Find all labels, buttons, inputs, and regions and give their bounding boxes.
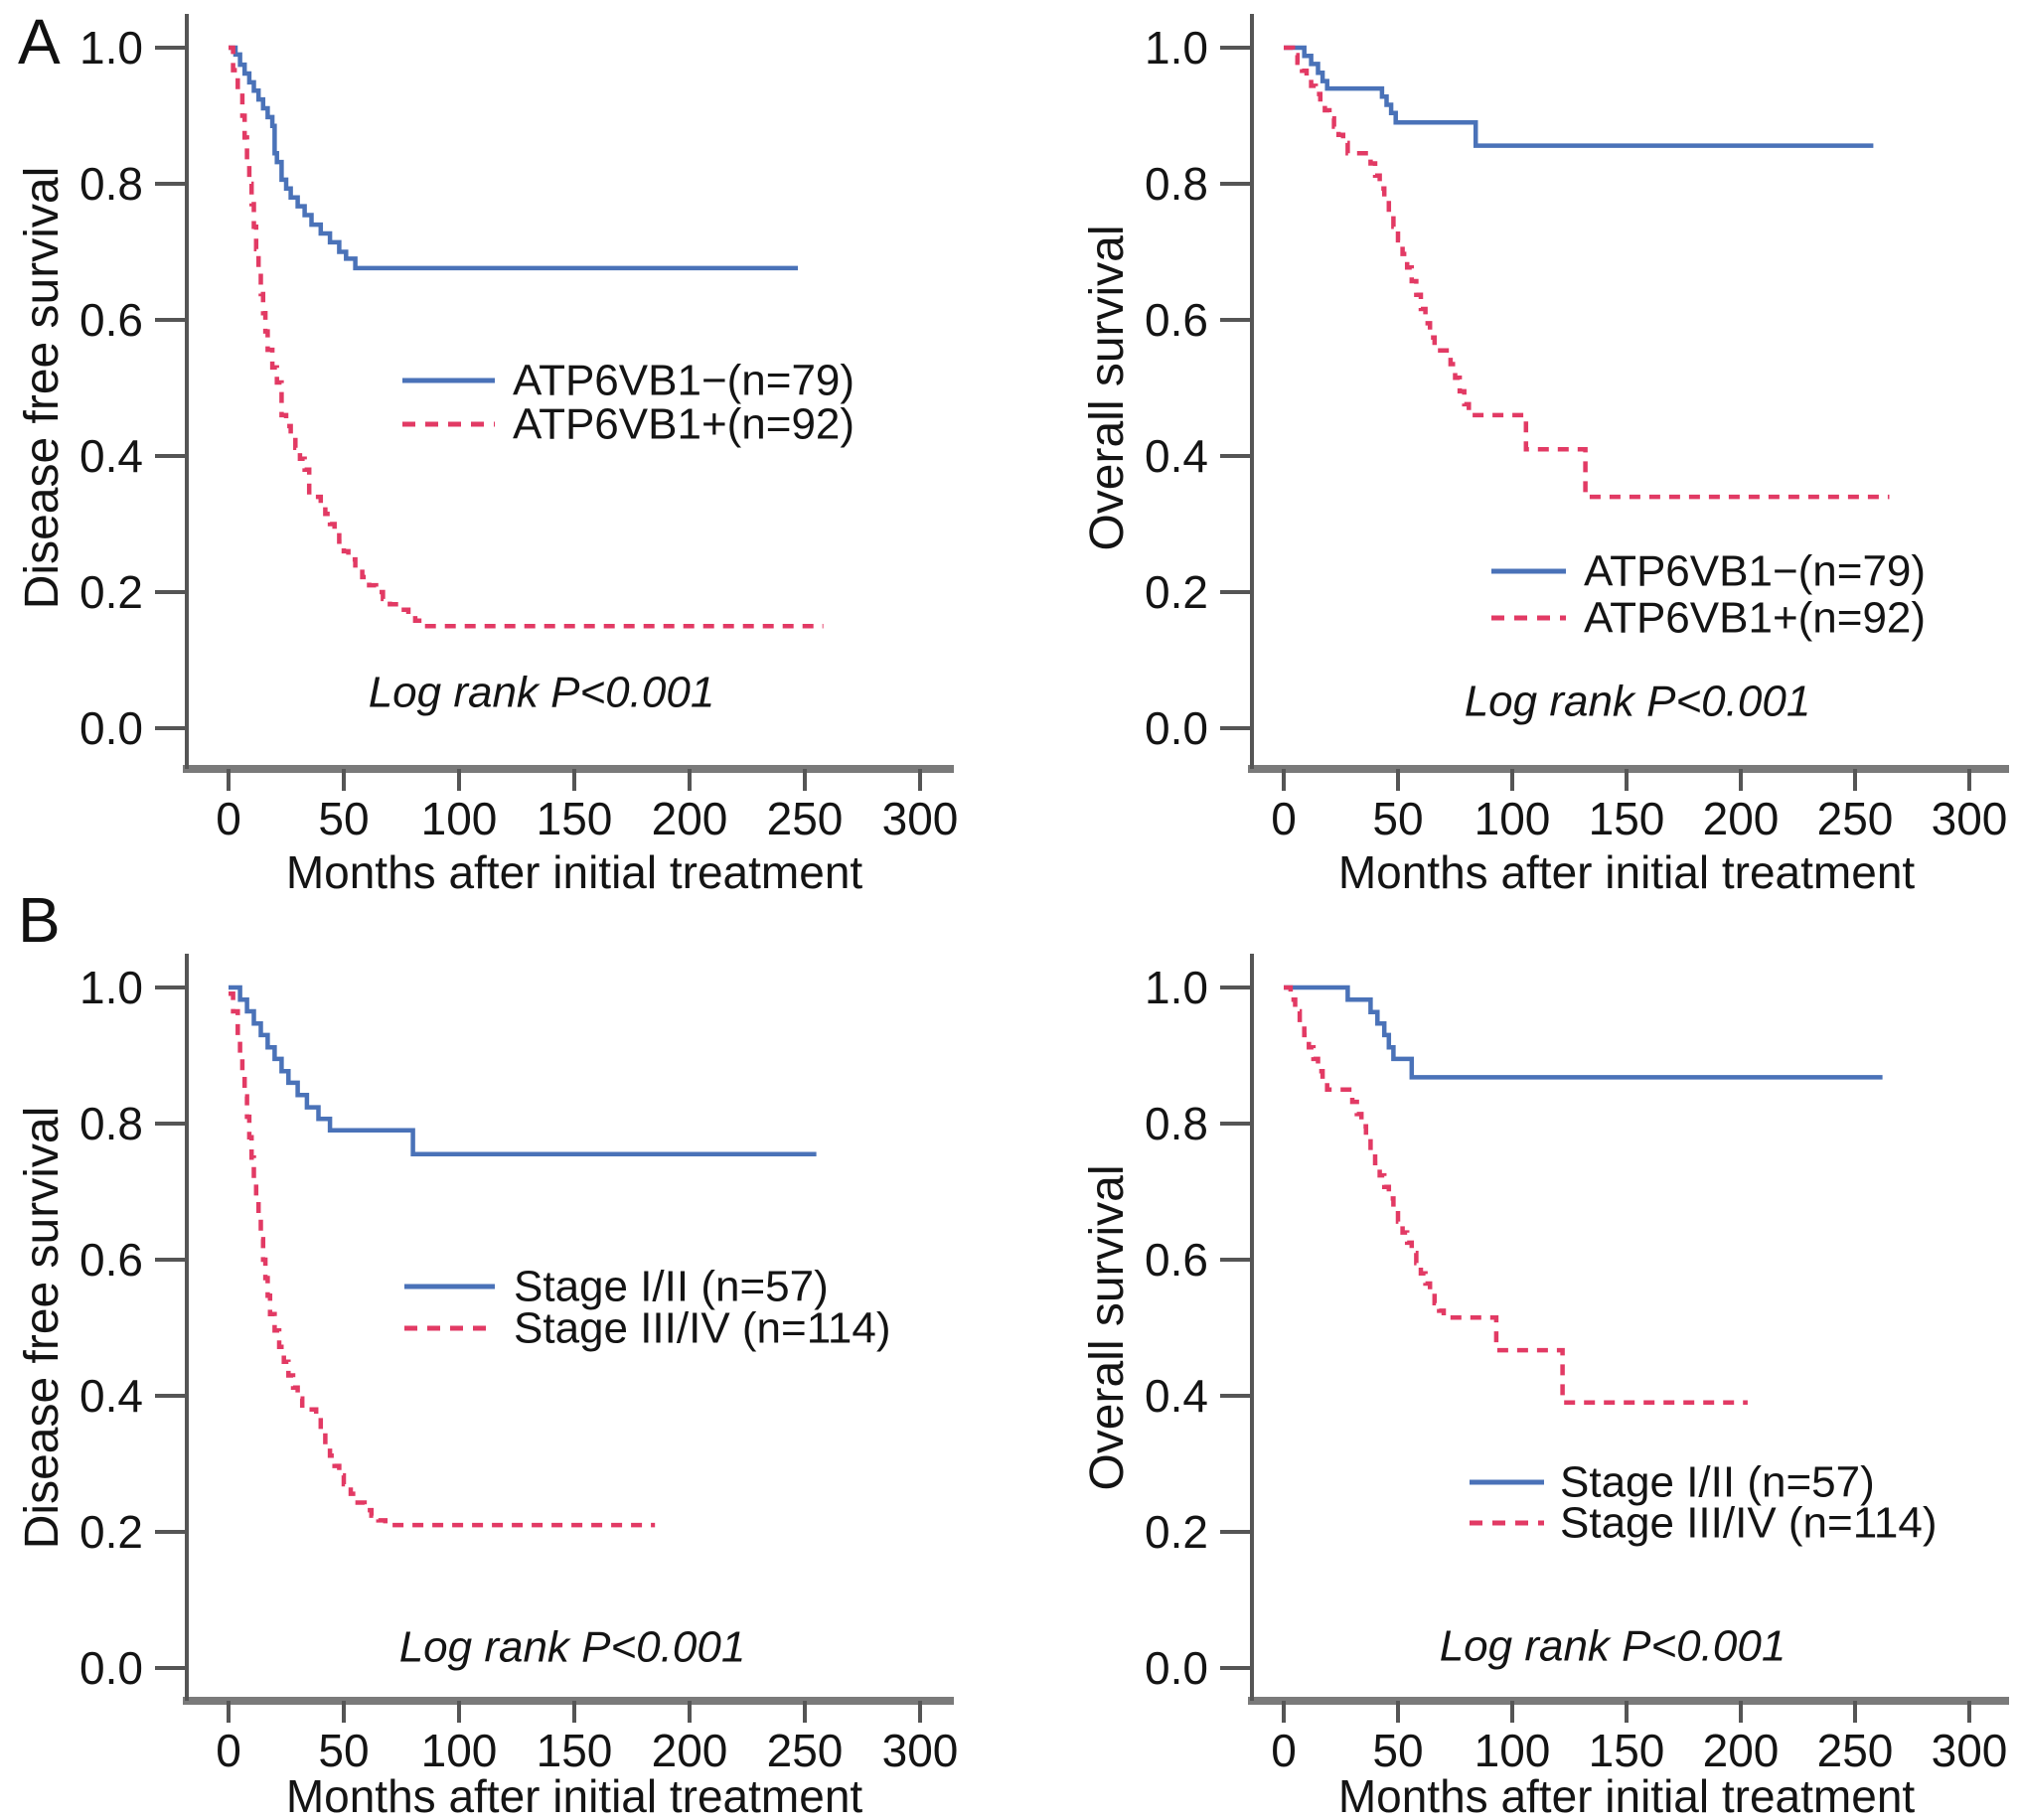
y-tick-label: 0.0 — [79, 1642, 143, 1694]
legend-label: Stage III/IV (n=114) — [514, 1304, 891, 1353]
x-tick-label: 0 — [1271, 1725, 1297, 1776]
x-tick-label: 100 — [1475, 793, 1551, 844]
km-chart-a-overall-survival: 0.0 0.2 0.4 0.6 0.8 1.0 0 50 100 150 200 250 300 Over… — [1081, 14, 2009, 898]
legend-label: ATP6VB1−(n=79) — [1584, 547, 1926, 596]
x-tick-label: 250 — [767, 1725, 844, 1776]
x-tick-label: 100 — [1475, 1725, 1551, 1776]
y-tick-label: 0.8 — [79, 1098, 143, 1149]
y-tick-label: 0.6 — [1145, 1234, 1208, 1286]
x-axis-title: Months after initial treatment — [1338, 846, 1916, 898]
y-axis-title: Overall survival — [1081, 225, 1134, 550]
y-tick-label: 0.6 — [79, 294, 143, 346]
x-axis-title: Months after initial treatment — [286, 846, 863, 898]
x-tick-label: 50 — [318, 793, 369, 844]
km-chart-b-disease-free-survival: 0.0 0.2 0.4 0.6 0.8 1.0 0 50 100 150 200 250 300 Dise… — [16, 954, 959, 1820]
x-tick-label: 0 — [1271, 793, 1297, 844]
y-tick-label: 0.6 — [79, 1234, 143, 1286]
x-tick-label: 300 — [882, 793, 959, 844]
legend-label: Stage I/II (n=57) — [1560, 1458, 1875, 1507]
y-tick-label: 1.0 — [79, 22, 143, 74]
x-axis-title: Months after initial treatment — [286, 1770, 863, 1820]
y-tick-label: 0.0 — [1145, 702, 1208, 754]
y-tick-label: 0.0 — [1145, 1642, 1208, 1694]
x-tick-label: 0 — [216, 1725, 241, 1776]
legend-label: ATP6VB1+(n=92) — [513, 400, 854, 449]
logrank-annotation: Log rank P<0.001 — [1440, 1622, 1786, 1671]
km-chart-b-overall-survival: 0.0 0.2 0.4 0.6 0.8 1.0 0 50 100 150 200 250 300 Over… — [1081, 954, 2009, 1820]
y-tick-label: 0.4 — [1145, 1370, 1208, 1422]
cell-b-os: 0.0 0.2 0.4 0.6 0.8 1.0 0 50 100 150 200 250 300 Over… — [1010, 910, 2019, 1820]
y-tick-label: 0.6 — [1145, 294, 1208, 346]
logrank-annotation: Log rank P<0.001 — [369, 669, 715, 717]
y-axis-title: Overall survival — [1081, 1164, 1134, 1490]
y-tick-label: 0.0 — [79, 702, 143, 754]
km-curve-group2 — [229, 45, 824, 629]
legend-label: ATP6VB1+(n=92) — [1584, 594, 1926, 643]
y-tick-label: 0.8 — [1145, 1098, 1208, 1149]
y-tick-label: 0.4 — [1145, 430, 1208, 482]
y-tick-label: 0.8 — [79, 158, 143, 210]
x-tick-label: 150 — [537, 793, 613, 844]
x-tick-label: 150 — [1589, 1725, 1665, 1776]
y-tick-label: 1.0 — [1145, 962, 1208, 1013]
x-tick-label: 200 — [652, 793, 728, 844]
y-tick-label: 0.8 — [1145, 158, 1208, 210]
x-tick-label: 100 — [421, 793, 498, 844]
cell-a-dfs: 0.0 0.2 0.4 0.6 0.8 1.0 0 50 100 150 200 250 300 Dise… — [0, 0, 1010, 910]
panel-label-b: B — [18, 884, 61, 956]
km-curve-group1 — [229, 985, 817, 1157]
y-tick-label: 0.4 — [79, 430, 143, 482]
y-tick-label: 0.2 — [79, 1506, 143, 1558]
km-curve-group1 — [1284, 985, 1883, 1080]
km-curve-group1 — [229, 45, 798, 271]
y-tick-label: 0.4 — [79, 1370, 143, 1422]
km-curve-group1 — [1284, 45, 1874, 148]
x-axis-title: Months after initial treatment — [1338, 1770, 1916, 1820]
x-tick-label: 200 — [1703, 1725, 1780, 1776]
x-tick-label: 250 — [1817, 793, 1894, 844]
legend-label: Stage I/II (n=57) — [514, 1263, 829, 1311]
legend-label: ATP6VB1−(n=79) — [513, 357, 854, 405]
x-tick-label: 250 — [767, 793, 844, 844]
logrank-annotation: Log rank P<0.001 — [399, 1623, 746, 1672]
cell-a-os: 0.0 0.2 0.4 0.6 0.8 1.0 0 50 100 150 200 250 300 Over… — [1010, 0, 2019, 910]
x-tick-label: 150 — [537, 1725, 613, 1776]
panel-label-a: A — [18, 6, 61, 77]
y-tick-label: 0.2 — [1145, 566, 1208, 618]
x-tick-label: 50 — [1372, 793, 1423, 844]
y-tick-label: 0.2 — [79, 566, 143, 618]
y-tick-label: 0.2 — [1145, 1506, 1208, 1558]
x-tick-label: 250 — [1817, 1725, 1894, 1776]
x-tick-label: 150 — [1589, 793, 1665, 844]
x-tick-label: 0 — [216, 793, 241, 844]
y-axis-title: Disease free survival — [16, 1107, 69, 1550]
x-tick-label: 300 — [1932, 1725, 2008, 1776]
x-tick-label: 200 — [1703, 793, 1780, 844]
y-tick-label: 1.0 — [1145, 22, 1208, 74]
x-tick-label: 50 — [318, 1725, 369, 1776]
km-curve-group2 — [1284, 985, 1748, 1406]
y-tick-label: 1.0 — [79, 962, 143, 1013]
x-tick-label: 300 — [1932, 793, 2008, 844]
km-chart-a-disease-free-survival: 0.0 0.2 0.4 0.6 0.8 1.0 0 50 100 150 200 250 300 Dise… — [16, 14, 959, 898]
x-tick-label: 300 — [882, 1725, 959, 1776]
km-curve-group2 — [1284, 45, 1890, 500]
y-axis-title: Disease free survival — [16, 167, 69, 610]
cell-b-dfs: 0.0 0.2 0.4 0.6 0.8 1.0 0 50 100 150 200 250 300 Dise… — [0, 910, 1010, 1820]
x-tick-label: 50 — [1372, 1725, 1423, 1776]
km-curve-group2 — [229, 990, 656, 1528]
legend-label: Stage III/IV (n=114) — [1560, 1499, 1938, 1548]
x-tick-label: 200 — [652, 1725, 728, 1776]
logrank-annotation: Log rank P<0.001 — [1465, 678, 1811, 726]
x-tick-label: 100 — [421, 1725, 498, 1776]
